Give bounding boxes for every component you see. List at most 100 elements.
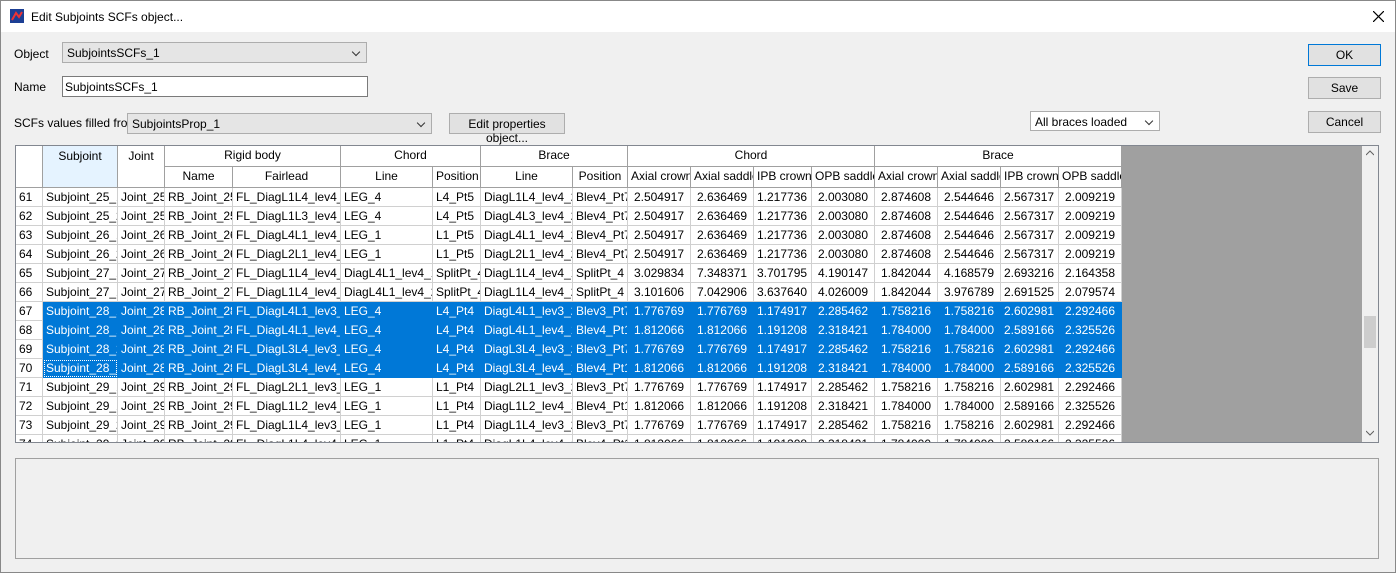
table-cell[interactable]: 1.174917 [754, 302, 812, 321]
table-cell[interactable]: 7.042906 [691, 283, 754, 302]
table-cell[interactable]: 1.758216 [875, 378, 938, 397]
table-cell[interactable]: DiagL4L1_lev4_2 [481, 226, 573, 245]
table-cell[interactable]: FL_DiagL3L4_lev3_2 [233, 340, 341, 359]
table-cell[interactable]: Blev3_Pt7 [573, 416, 628, 435]
table-cell[interactable]: 2.292466 [1059, 416, 1122, 435]
table-cell[interactable]: FL_DiagL2L1_lev3_2 [233, 378, 341, 397]
table-cell[interactable]: Subjoint_26_1 [43, 226, 118, 245]
table-cell[interactable]: 1.776769 [628, 416, 691, 435]
table-cell[interactable]: 2.874608 [875, 188, 938, 207]
notes-area[interactable] [15, 458, 1379, 559]
table-cell[interactable]: L4_Pt4 [433, 302, 481, 321]
table-cell[interactable]: 2.504917 [628, 188, 691, 207]
table-cell[interactable]: 1.191208 [754, 359, 812, 378]
table-cell[interactable]: Blev3_Pt7 [573, 302, 628, 321]
table-cell[interactable]: Blev4_Pt1 [573, 359, 628, 378]
table-cell[interactable]: SplitPt_4 [573, 264, 628, 283]
table-cell[interactable]: RB_Joint_28 [165, 359, 233, 378]
table-cell[interactable]: DiagL1L2_lev4_1 [481, 397, 573, 416]
table-cell[interactable]: Blev4_Pt1 [573, 321, 628, 340]
table-cell[interactable]: 2.504917 [628, 245, 691, 264]
table-cell[interactable]: RB_Joint_29 [165, 435, 233, 442]
table-cell[interactable]: 2.285462 [812, 416, 875, 435]
close-button[interactable] [1373, 11, 1384, 22]
table-cell[interactable]: DiagL1L4_lev4_2 [481, 188, 573, 207]
table-cell[interactable]: 2.602981 [1001, 302, 1059, 321]
table-cell[interactable]: 4.026009 [812, 283, 875, 302]
table-cell[interactable]: Blev3_Pt7 [573, 340, 628, 359]
table-cell[interactable]: Joint_25 [118, 207, 165, 226]
table-cell[interactable]: FL_DiagL1L3_lev4_2 [233, 207, 341, 226]
table-cell[interactable]: DiagL4L3_lev4_2 [481, 207, 573, 226]
table-cell[interactable]: DiagL4L1_lev3_2 [481, 302, 573, 321]
table-cell[interactable]: RB_Joint_27 [165, 264, 233, 283]
table-cell[interactable]: Subjoint_27_1 [43, 283, 118, 302]
object-combo[interactable]: SubjointsSCFs_1 [62, 42, 367, 63]
table-cell[interactable]: 2.318421 [812, 359, 875, 378]
name-input[interactable]: SubjointsSCFs_1 [62, 76, 368, 97]
table-cell[interactable]: 2.874608 [875, 207, 938, 226]
table-cell[interactable]: 1.776769 [691, 302, 754, 321]
table-cell[interactable]: Subjoint_29_1 [43, 397, 118, 416]
table-cell[interactable]: Subjoint_28_1 [43, 321, 118, 340]
table-cell[interactable]: RB_Joint_26 [165, 245, 233, 264]
table-cell[interactable]: DiagL1L4_lev4_1 [481, 435, 573, 442]
table-cell[interactable]: Joint_29 [118, 378, 165, 397]
table-cell[interactable]: Joint_29 [118, 435, 165, 442]
table-cell[interactable]: 1.174917 [754, 378, 812, 397]
table-cell[interactable]: 2.009219 [1059, 188, 1122, 207]
table-cell[interactable]: 2.544646 [938, 188, 1001, 207]
table-cell[interactable]: 1.758216 [938, 340, 1001, 359]
table-cell[interactable]: Joint_26 [118, 226, 165, 245]
table-cell[interactable]: RB_Joint_29 [165, 378, 233, 397]
table-cell[interactable]: 2.325526 [1059, 435, 1122, 442]
table-cell[interactable]: 2.544646 [938, 245, 1001, 264]
table-cell[interactable]: Subjoint_29_2 [43, 435, 118, 442]
table-cell[interactable]: 1.191208 [754, 397, 812, 416]
table-cell[interactable]: SplitPt_4 [433, 264, 481, 283]
scroll-down[interactable] [1366, 430, 1374, 436]
table-cell[interactable]: 2.691525 [1001, 283, 1059, 302]
table-cell[interactable]: Joint_28 [118, 321, 165, 340]
table-cell[interactable]: 1.812066 [628, 321, 691, 340]
table-cell[interactable]: L4_Pt4 [433, 321, 481, 340]
table-cell[interactable]: 1.776769 [628, 378, 691, 397]
table-cell[interactable]: 2.636469 [691, 245, 754, 264]
table-cell[interactable]: Joint_25 [118, 188, 165, 207]
table-cell[interactable]: DiagL4L1_lev4_1 [341, 264, 433, 283]
table-cell[interactable]: Blev4_Pt1 [573, 397, 628, 416]
table-cell[interactable]: 1.812066 [691, 435, 754, 442]
table-cell[interactable]: 1.812066 [691, 321, 754, 340]
table-cell[interactable]: 2.325526 [1059, 359, 1122, 378]
table-cell[interactable]: 1.784000 [875, 321, 938, 340]
table-cell[interactable]: DiagL4L1_lev4_2 [341, 283, 433, 302]
table-cell[interactable]: 1.758216 [938, 416, 1001, 435]
table-cell[interactable]: 1.758216 [875, 416, 938, 435]
save-button[interactable]: Save [1308, 77, 1381, 99]
table-cell[interactable]: FL_DiagL1L4_lev4_1 [233, 435, 341, 442]
table-cell[interactable]: 1.174917 [754, 416, 812, 435]
table-cell[interactable]: 2.325526 [1059, 321, 1122, 340]
table-cell[interactable]: Blev4_Pt7 [573, 207, 628, 226]
table-cell[interactable]: 1.842044 [875, 264, 938, 283]
table-cell[interactable]: RB_Joint_25 [165, 207, 233, 226]
edit-properties-button[interactable]: Edit properties object... [449, 113, 565, 145]
table-cell[interactable]: LEG_4 [341, 302, 433, 321]
table-cell[interactable]: 2.504917 [628, 226, 691, 245]
table-cell[interactable]: Subjoint_28_1 [43, 302, 118, 321]
table-cell[interactable]: 1.191208 [754, 435, 812, 442]
table-cell[interactable]: FL_DiagL1L4_lev4_2 [233, 283, 341, 302]
table-cell[interactable]: FL_DiagL2L1_lev4_2 [233, 245, 341, 264]
table-cell[interactable]: 7.348371 [691, 264, 754, 283]
table-cell[interactable]: 2.567317 [1001, 226, 1059, 245]
table-cell[interactable]: Subjoint_29_2 [43, 416, 118, 435]
table-cell[interactable]: 1.776769 [628, 340, 691, 359]
table-cell[interactable]: 2.544646 [938, 207, 1001, 226]
table-cell[interactable]: 3.637640 [754, 283, 812, 302]
ok-button[interactable]: OK [1308, 44, 1381, 66]
table-cell[interactable]: 1.776769 [691, 416, 754, 435]
table-cell[interactable]: Subjoint_26_2 [43, 245, 118, 264]
table-cell[interactable]: LEG_4 [341, 340, 433, 359]
table-cell[interactable]: RB_Joint_27 [165, 283, 233, 302]
scf-combo[interactable]: SubjointsProp_1 [127, 113, 432, 134]
